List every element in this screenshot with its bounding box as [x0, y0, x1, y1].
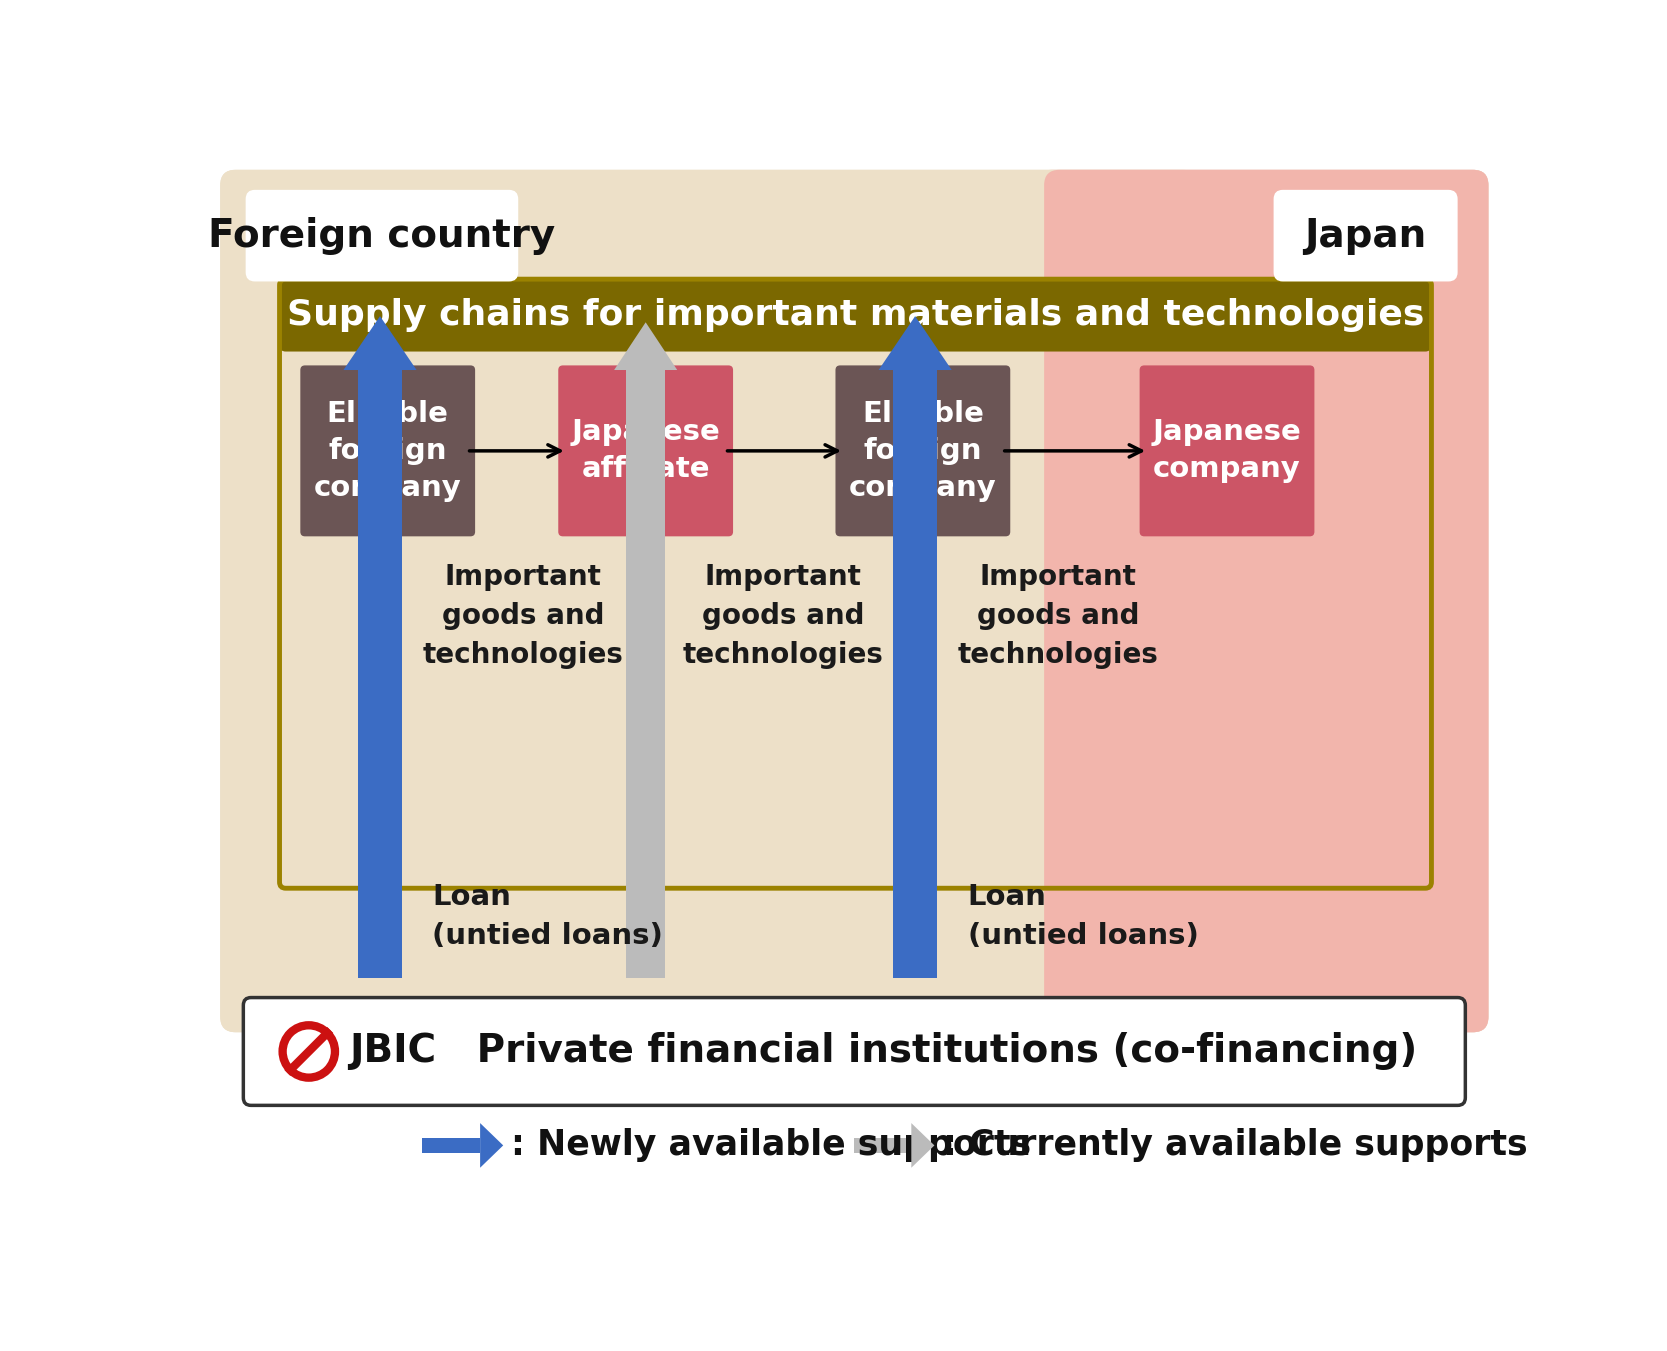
FancyBboxPatch shape [1274, 190, 1457, 281]
FancyBboxPatch shape [220, 170, 1489, 1032]
Polygon shape [613, 323, 677, 370]
Text: Important
goods and
technologies: Important goods and technologies [957, 563, 1159, 669]
Polygon shape [480, 1123, 503, 1167]
Text: Japanese
company: Japanese company [1152, 419, 1302, 484]
FancyBboxPatch shape [835, 365, 1010, 536]
Polygon shape [343, 316, 417, 370]
Text: : Currently available supports: : Currently available supports [942, 1128, 1527, 1162]
FancyBboxPatch shape [894, 370, 937, 978]
FancyBboxPatch shape [220, 170, 1199, 1032]
FancyBboxPatch shape [358, 370, 402, 978]
FancyBboxPatch shape [422, 1138, 480, 1152]
Text: Supply chains for important materials and technologies: Supply chains for important materials an… [287, 299, 1424, 332]
Polygon shape [879, 316, 952, 370]
FancyBboxPatch shape [300, 365, 475, 536]
FancyBboxPatch shape [1140, 365, 1314, 536]
Text: Loan
(untied loans): Loan (untied loans) [432, 884, 663, 950]
FancyBboxPatch shape [627, 370, 665, 978]
Text: : Newly available supports: : Newly available supports [512, 1128, 1032, 1162]
Text: Important
goods and
technologies: Important goods and technologies [422, 563, 623, 669]
Polygon shape [912, 1123, 935, 1167]
FancyBboxPatch shape [558, 365, 733, 536]
FancyBboxPatch shape [245, 190, 518, 281]
Text: Japanese
affiliate: Japanese affiliate [572, 419, 720, 484]
FancyBboxPatch shape [1037, 170, 1489, 1032]
Text: Foreign country: Foreign country [208, 218, 555, 255]
Text: Loan
(untied loans): Loan (untied loans) [967, 884, 1199, 950]
Text: JBIC   Private financial institutions (co-financing): JBIC Private financial institutions (co-… [348, 1032, 1417, 1070]
Text: Japan: Japan [1304, 218, 1427, 255]
FancyBboxPatch shape [1044, 170, 1489, 1032]
FancyBboxPatch shape [854, 1138, 912, 1152]
FancyBboxPatch shape [280, 280, 1432, 351]
FancyBboxPatch shape [243, 997, 1465, 1105]
Text: Important
goods and
technologies: Important goods and technologies [682, 563, 884, 669]
Text: Eligible
foreign
company: Eligible foreign company [313, 400, 462, 501]
Text: Eligible
foreign
company: Eligible foreign company [849, 400, 997, 501]
